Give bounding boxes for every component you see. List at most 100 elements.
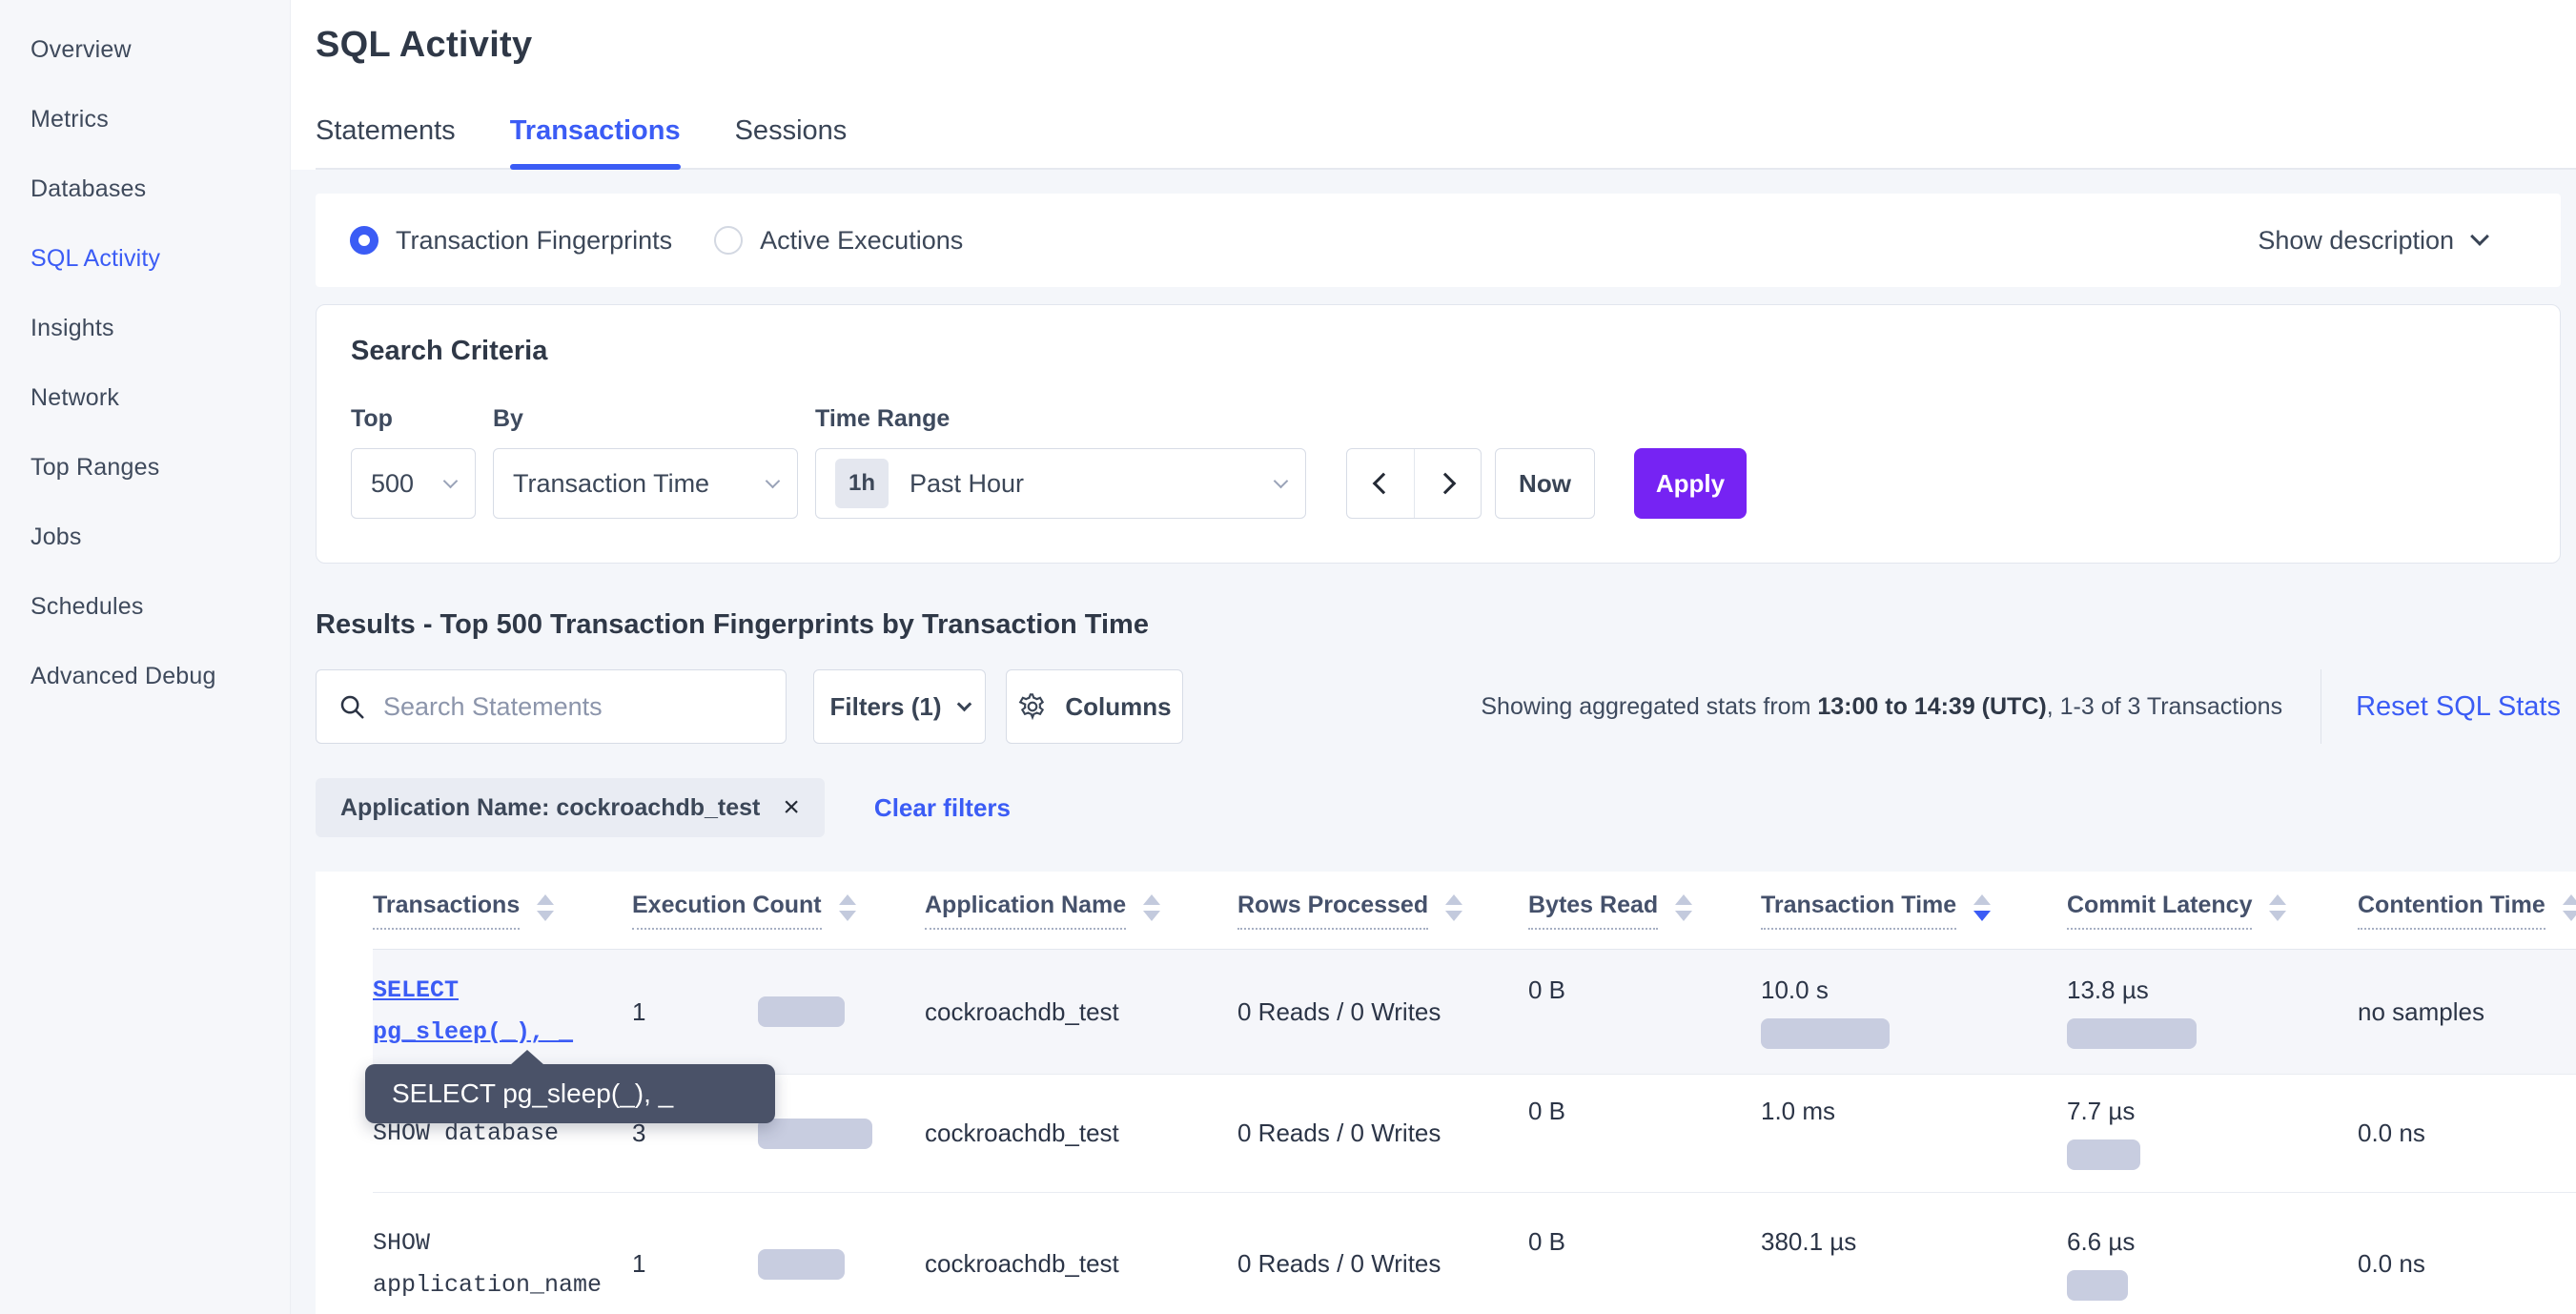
- sidebar-item-databases[interactable]: Databases: [31, 175, 147, 202]
- time-range-field: Time Range 1h Past Hour: [815, 405, 1306, 519]
- application-name-cell: cockroachdb_test: [925, 1249, 1119, 1278]
- sort-icon[interactable]: [2269, 893, 2287, 921]
- column-header-commit-latency[interactable]: Commit Latency: [2067, 892, 2358, 930]
- radio-option-transaction-fingerprints[interactable]: Transaction Fingerprints: [350, 226, 672, 256]
- transaction-fingerprint-link[interactable]: SHOW database: [373, 1119, 560, 1147]
- transaction-time-value: 1.0 ms: [1761, 1097, 1836, 1125]
- column-header-bytes-read[interactable]: Bytes Read: [1528, 892, 1761, 930]
- top-select[interactable]: 500: [351, 448, 476, 519]
- table-row[interactable]: SHOW database 3 cockroachdb_test 0 Reads / …: [373, 1074, 2576, 1192]
- sort-asc-arrow: [1973, 893, 1992, 905]
- tab-transactions[interactable]: Transactions: [509, 115, 681, 170]
- sort-icon[interactable]: [1445, 893, 1463, 921]
- now-button[interactable]: Now: [1495, 448, 1595, 519]
- sidebar-item-overview[interactable]: Overview: [31, 36, 132, 63]
- transaction-fingerprint-link[interactable]: SHOW application_name: [373, 1228, 603, 1299]
- sort-icon[interactable]: [537, 893, 555, 921]
- show-description-label: Show description: [2258, 225, 2454, 255]
- chevron-down-icon: [765, 473, 781, 488]
- remove-filter-icon[interactable]: ×: [783, 791, 800, 823]
- transaction-time-value: 10.0 s: [1761, 975, 1829, 1004]
- table-row[interactable]: SELECT pg_sleep(_), _ 1 cockroachdb_test 0 …: [373, 950, 2576, 1074]
- sort-icon[interactable]: [1675, 893, 1693, 921]
- sort-icon[interactable]: [1143, 893, 1161, 921]
- by-select[interactable]: Transaction Time: [493, 448, 798, 519]
- tab-sessions[interactable]: Sessions: [734, 115, 848, 146]
- column-header-application-name[interactable]: Application Name: [925, 892, 1237, 930]
- radio-option-active-executions[interactable]: Active Executions: [714, 226, 963, 256]
- transaction-time-bar-slot: [1761, 1017, 2054, 1049]
- sidebar-item-insights[interactable]: Insights: [31, 315, 114, 341]
- transaction-fingerprint-link[interactable]: SELECT pg_sleep(_), _: [373, 976, 574, 1046]
- commit-latency-bar-slot: [2067, 1139, 2344, 1170]
- column-header-label: Bytes Read: [1528, 892, 1659, 930]
- column-header-transactions[interactable]: Transactions: [373, 892, 632, 930]
- sort-icon[interactable]: [2562, 893, 2576, 921]
- sidebar-item-network[interactable]: Network: [31, 384, 120, 411]
- filters-button[interactable]: Filters (1): [813, 669, 986, 744]
- search-criteria-row: Top 500 By Transaction Time: [351, 405, 2525, 519]
- execution-count-bar: [758, 996, 845, 1027]
- table-row[interactable]: SHOW application_name 1 cockroachdb_test 0 …: [373, 1192, 2576, 1314]
- sort-desc-arrow: [1143, 910, 1161, 921]
- top-label: Top: [351, 405, 393, 432]
- execution-count-cell: 1: [632, 996, 925, 1027]
- column-header-transaction-time[interactable]: Transaction Time: [1761, 892, 2067, 930]
- sidebar-item-sql-activity[interactable]: SQL Activity: [31, 245, 161, 272]
- next-window-button[interactable]: [1414, 449, 1481, 518]
- sort-icon[interactable]: [1973, 893, 1992, 921]
- commit-latency-cell: 7.7 µs: [2067, 1097, 2358, 1170]
- transaction-time-bar-slot: [1761, 1139, 2054, 1170]
- time-range-badge: 1h: [835, 459, 889, 508]
- execution-count-cell: 1: [632, 1248, 925, 1280]
- statement-tooltip: SELECT pg_sleep(_), _: [365, 1050, 775, 1123]
- sidebar-item-advanced-debug[interactable]: Advanced Debug: [31, 663, 216, 689]
- filter-chip[interactable]: Application Name: cockroachdb_test ×: [316, 778, 825, 837]
- time-range-value: Past Hour: [910, 468, 1025, 498]
- sidebar-item-top-ranges[interactable]: Top Ranges: [31, 454, 160, 481]
- show-description-toggle[interactable]: Show description: [2258, 225, 2489, 256]
- transaction-time-cell: 1.0 ms: [1761, 1097, 2067, 1170]
- sidebar-item-metrics[interactable]: Metrics: [31, 106, 109, 133]
- clear-filters-link[interactable]: Clear filters: [873, 792, 1011, 822]
- sort-desc-arrow: [1675, 910, 1693, 921]
- commit-latency-value: 6.6 µs: [2067, 1227, 2136, 1256]
- commit-latency-bar: [2067, 1139, 2140, 1170]
- transactions-table: Transactions Execution Count Application N…: [316, 872, 2576, 1314]
- sidebar-item-jobs[interactable]: Jobs: [31, 524, 82, 550]
- contention-time-cell: no samples: [2358, 996, 2484, 1026]
- bytes-read-bar-slot: [1528, 1270, 1748, 1301]
- application-name-cell: cockroachdb_test: [925, 996, 1119, 1026]
- column-header-contention-time[interactable]: Contention Time: [2358, 892, 2576, 930]
- sort-asc-arrow: [2269, 893, 2287, 905]
- contention-time-cell: 0.0 ns: [2358, 1119, 2425, 1147]
- view-toggle-group: Transaction Fingerprints Active Execution…: [350, 226, 963, 256]
- time-range-select[interactable]: 1h Past Hour: [815, 448, 1306, 519]
- sort-icon[interactable]: [838, 893, 856, 921]
- vertical-divider: [2320, 669, 2322, 744]
- sort-asc-arrow: [2562, 893, 2576, 905]
- top-select-value: 500: [371, 468, 415, 498]
- sidebar-item-schedules[interactable]: Schedules: [31, 593, 144, 620]
- execution-count-value: 1: [632, 996, 646, 1026]
- columns-button[interactable]: Columns: [1006, 669, 1183, 744]
- search-input[interactable]: [383, 691, 765, 722]
- apply-button[interactable]: Apply: [1634, 448, 1747, 519]
- commit-latency-cell: 13.8 µs: [2067, 975, 2358, 1049]
- tab-statements[interactable]: Statements: [316, 115, 456, 146]
- column-header-execution-count[interactable]: Execution Count: [632, 892, 925, 930]
- search-criteria-title: Search Criteria: [351, 336, 548, 366]
- columns-button-label: Columns: [1065, 691, 1172, 721]
- application-name-cell: cockroachdb_test: [925, 1119, 1119, 1147]
- filter-chip-label: Application Name: cockroachdb_test: [340, 793, 761, 821]
- search-criteria-card: Search Criteria Top 500 By Transaction T…: [316, 304, 2561, 564]
- previous-window-button[interactable]: [1347, 449, 1414, 518]
- column-header-rows-processed[interactable]: Rows Processed: [1237, 892, 1528, 930]
- execution-count-value: 3: [632, 1119, 646, 1147]
- column-header-label: Contention Time: [2358, 892, 2545, 930]
- sort-asc-arrow: [1675, 893, 1693, 905]
- transaction-cell: SHOW application_name: [373, 1222, 632, 1306]
- reset-sql-stats-link[interactable]: Reset SQL Stats: [2356, 690, 2561, 722]
- table-header-row: Transactions Execution Count Application N…: [373, 872, 2576, 950]
